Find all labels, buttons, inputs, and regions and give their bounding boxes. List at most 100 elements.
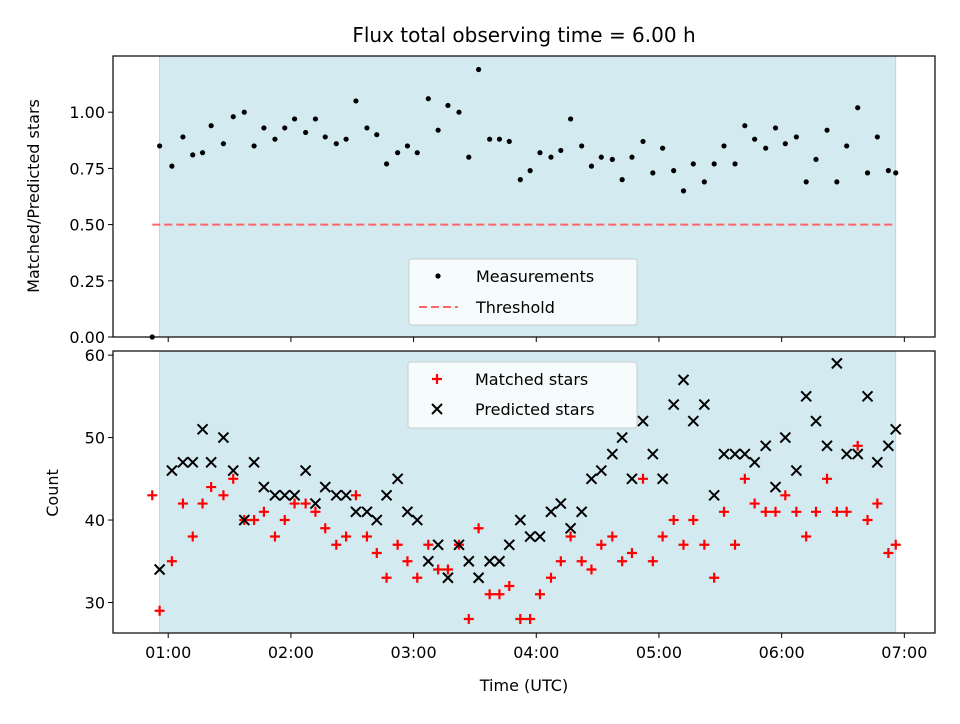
bottom-y-axis-label: Count [43, 469, 62, 517]
matched-star-point [890, 539, 901, 550]
matched-star-point [310, 506, 321, 517]
matched-star-point [166, 556, 177, 567]
measurement-point [527, 168, 533, 174]
predicted-star-point [340, 489, 352, 502]
x-tick-label: 04:00 [513, 643, 559, 662]
x-tick-label: 06:00 [759, 643, 805, 662]
predicted-star-point [595, 464, 608, 477]
matched-star-point [576, 556, 587, 567]
measurement-point [322, 134, 328, 140]
measurement-point [782, 141, 788, 147]
measurement-point [732, 161, 738, 167]
measurement-point [813, 156, 819, 163]
measurement-point [180, 134, 186, 140]
measurement-point [487, 136, 493, 142]
measurement-point [824, 127, 830, 133]
predicted-star-point [453, 539, 465, 551]
matched-star-point [154, 605, 165, 616]
matched-star-point [320, 523, 331, 534]
measurement-point [893, 170, 899, 176]
predicted-star-point [810, 415, 822, 427]
star-count-panel: 30 40 50 60 01:00 02:00 03:00 04:00 05:00 06:00 07… [85, 346, 936, 662]
matched-star-point [555, 556, 566, 567]
predicted-star-point [442, 572, 454, 584]
matched-star-point [515, 613, 526, 624]
predicted-star-point [361, 506, 373, 518]
measurement-point [609, 156, 615, 163]
matched-star-point [402, 556, 413, 567]
matched-star-point [177, 498, 188, 509]
measurement-point [425, 96, 431, 102]
measurement-point [169, 163, 175, 169]
predicted-star-point [166, 464, 178, 477]
matched-star-point [801, 531, 812, 542]
matched-star-point [269, 531, 280, 542]
matched-star-point [463, 613, 474, 624]
matched-star-point [678, 539, 689, 550]
predicted-star-point [555, 497, 567, 510]
predicted-star-point [288, 489, 301, 502]
predicted-star-point [545, 506, 557, 518]
predicted-star-point [718, 448, 730, 460]
predicted-star-point [269, 489, 281, 502]
measurement-point [333, 141, 339, 147]
predicted-star-point [217, 431, 230, 444]
measurement-point [629, 154, 635, 160]
matched-star-point [433, 564, 444, 575]
matched-star-point [668, 515, 679, 526]
matched-star-point [883, 548, 894, 559]
predicted-star-point [851, 448, 864, 460]
predicted-star-point [821, 440, 833, 452]
matched-star-point [534, 589, 545, 600]
matched-star-point [780, 490, 791, 501]
measurement-point [208, 123, 214, 129]
matched-star-point [730, 539, 741, 550]
predicted-star-point [205, 456, 217, 469]
predicted-star-point [330, 489, 342, 502]
predicted-star-point [708, 489, 720, 502]
matched-star-point [494, 589, 505, 600]
y-tick-label: 0.75 [69, 159, 105, 178]
matched-star-point [596, 539, 607, 550]
measurement-point [353, 98, 359, 104]
predicted-star-point [882, 440, 895, 452]
predicted-star-point [698, 398, 711, 411]
plot-frame [112, 350, 936, 634]
matched-star-point [647, 556, 658, 567]
measurement-point [506, 138, 512, 145]
predicted-star-point [371, 514, 383, 526]
measurement-point [763, 145, 769, 151]
measurement-point [230, 114, 236, 120]
predicted-star-point [748, 456, 761, 469]
x-tick-label: 07:00 [881, 643, 927, 662]
matched-star-point [791, 506, 802, 517]
predicted-star-point [831, 357, 843, 370]
matched-star-point [147, 490, 158, 501]
x-tick-label: 01:00 [145, 643, 191, 662]
predicted-star-point [800, 390, 812, 403]
matched-star-point [525, 613, 536, 624]
matched-star-point [392, 539, 403, 550]
predicted-star-point [790, 464, 803, 477]
legend-predicted-marker [431, 403, 443, 415]
predicted-star-point [401, 506, 414, 518]
matched-star-point [822, 473, 833, 484]
matched-star-point [484, 589, 495, 600]
predicted-star-point [177, 456, 189, 469]
measurement-point [855, 105, 861, 111]
predicted-star-point [871, 456, 884, 469]
matched-star-point [187, 531, 198, 542]
measurement-point [548, 154, 554, 160]
measurement-point [772, 125, 779, 131]
matched-star-point [862, 515, 873, 526]
legend-measurements-label: Measurements [476, 267, 594, 286]
matched-star-point [739, 473, 750, 484]
x-tick-label: 05:00 [636, 643, 682, 662]
measurement-point [844, 143, 850, 149]
measurement-point [456, 109, 462, 115]
predicted-star-point [637, 415, 649, 427]
matched-star-point [473, 523, 484, 534]
predicted-star-point [861, 390, 874, 403]
matched-star-point [810, 506, 821, 517]
